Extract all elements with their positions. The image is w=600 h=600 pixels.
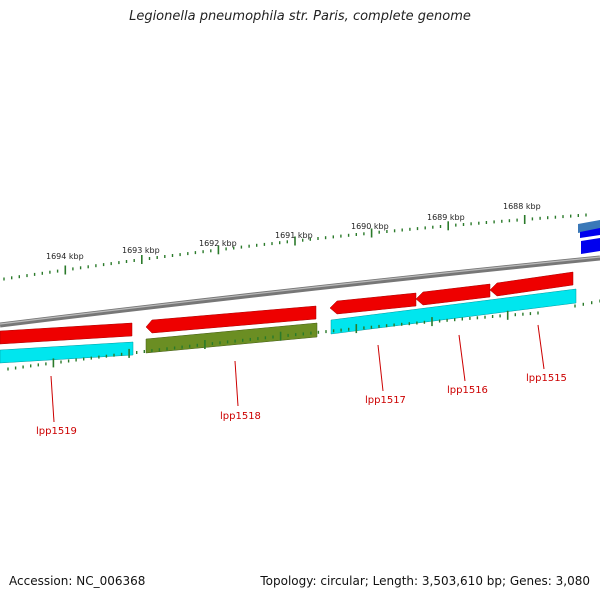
genome-backbone-highlight [0,256,600,325]
gene-blue-right-1[interactable] [580,228,600,238]
ticks-outer [3,213,587,281]
kbp-label-1693: 1693 kbp [122,246,160,255]
gene-highlight-lpp1518[interactable] [145,322,318,354]
leader-lpp1516 [458,334,466,382]
gene-forward-lpp1516[interactable] [415,283,491,306]
ticks-inner [7,310,539,371]
kbp-label-1692: 1692 kbp [199,239,237,248]
gene-blue-right-2[interactable] [581,238,600,254]
accession-text: Accession: NC_006368 [9,574,146,588]
kbp-label-1690: 1690 kbp [351,222,389,231]
gene-reverse-lpp1517-1515[interactable] [330,288,577,335]
gene-label-lpp1517[interactable]: lpp1517 [365,395,406,406]
gene-label-lpp1518[interactable]: lpp1518 [220,411,261,422]
kbp-label-1688: 1688 kbp [503,202,541,211]
leader-lpp1519 [50,375,55,423]
kbp-label-1691: 1691 kbp [275,231,313,240]
gene-label-lpp1519[interactable]: lpp1519 [36,426,77,437]
gene-forward-lpp1515[interactable] [489,271,574,297]
gene-label-lpp1515[interactable]: lpp1515 [526,373,567,384]
genome-backbone [0,255,600,328]
gene-forward-lpp1518[interactable] [145,305,317,334]
gene-reverse-lpp1519[interactable] [0,341,134,364]
leader-lpp1517 [377,344,384,392]
gene-forward-lpp1517[interactable] [329,292,417,315]
genome-stats-text: Topology: circular; Length: 3,503,610 bp… [260,574,590,588]
kbp-label-1694: 1694 kbp [46,252,84,261]
gene-forward-lpp1519[interactable] [0,322,133,345]
leader-lpp1515 [537,324,545,370]
gene-label-lpp1516[interactable]: lpp1516 [447,385,488,396]
ticks-right [574,299,600,308]
map-title: Legionella pneumophila str. Paris, compl… [129,9,471,24]
kbp-label-1689: 1689 kbp [427,213,465,222]
leader-lpp1518 [234,360,239,407]
